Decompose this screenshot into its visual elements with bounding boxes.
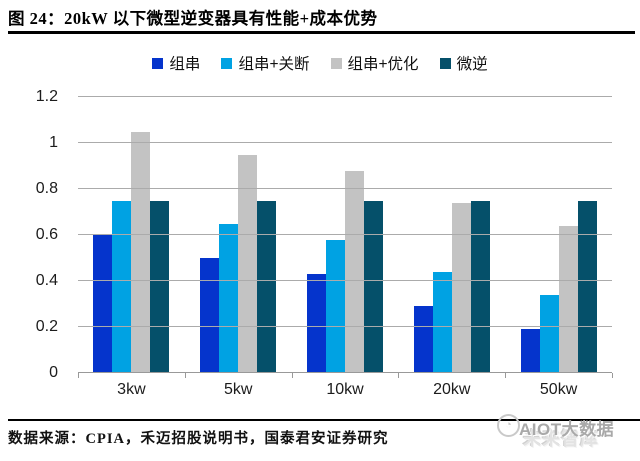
legend-item: 组串+关断: [221, 52, 310, 74]
legend-label: 组串+优化: [347, 56, 419, 73]
y-tick-label: 0.6: [35, 226, 58, 243]
bar-组串-50kw: [520, 329, 540, 373]
legend-item: 微逆: [439, 52, 488, 74]
bar-组串+优化-50kw: [558, 225, 578, 373]
x-axis-tick: [78, 373, 79, 378]
legend-label: 组串: [169, 56, 201, 73]
bar-组串+优化-20kw: [451, 202, 471, 373]
legend-swatch-icon: [439, 57, 451, 69]
title-divider: [8, 31, 635, 34]
x-tick-label: 50kw: [539, 381, 578, 398]
y-tick-label: 0: [49, 364, 58, 381]
bar-组串+优化-3kw: [131, 131, 151, 373]
bar-group-5kw: [185, 97, 292, 373]
legend-swatch-icon: [330, 57, 342, 69]
bar-组串-5kw: [200, 258, 220, 373]
x-axis-labels: 3kw 5kw 10kw 20kw 50kw: [78, 381, 612, 399]
bar-组串+关断-10kw: [325, 239, 345, 373]
bar-组串-10kw: [306, 274, 326, 373]
x-axis-tick: [184, 373, 186, 378]
bar-组串+优化-10kw: [344, 170, 364, 373]
bar-chart-plot-area: [78, 96, 613, 378]
x-tick-label: 5kw: [223, 381, 253, 398]
legend-label: 微逆: [456, 56, 488, 73]
gridline: [78, 142, 612, 143]
bar-group-20kw: [398, 97, 505, 373]
y-tick-label: 0.8: [35, 180, 58, 197]
legend-item: 组串: [152, 52, 200, 74]
figure-title: 图 24：20kW 以下微型逆变器具有性能+成本优势: [8, 9, 378, 28]
y-tick-label: 0.2: [35, 318, 58, 335]
gridline: [78, 96, 612, 97]
bar-组串+关断-3kw: [112, 200, 132, 373]
x-axis-tick: [291, 373, 293, 378]
x-axis-tick: [505, 373, 507, 378]
y-tick-label: 1.2: [35, 88, 58, 105]
gridline: [78, 326, 612, 327]
bar-微逆-5kw: [257, 200, 277, 373]
gridline: [78, 234, 612, 235]
gridline: [78, 188, 612, 189]
x-tick-label: 20kw: [433, 381, 471, 398]
x-tick-label: 3kw: [117, 381, 146, 398]
legend-swatch-icon: [152, 57, 164, 69]
bar-组串+关断-5kw: [219, 223, 239, 373]
x-tick-label: 10kw: [326, 381, 364, 398]
bar-微逆-3kw: [150, 200, 170, 373]
y-axis: 0 0.2 0.4 0.6 0.8 1 1.2: [0, 89, 68, 381]
legend-item: 组串+优化: [330, 52, 419, 74]
legend-label: 组串+关断: [238, 56, 310, 73]
legend-swatch-icon: [221, 57, 233, 69]
bar-组串+关断-50kw: [539, 294, 559, 373]
x-axis-line: [78, 372, 612, 373]
bar-组串-20kw: [413, 306, 433, 373]
x-axis-tick: [612, 373, 613, 378]
x-axis-tick: [398, 373, 400, 378]
bar-组串+关断-20kw: [432, 271, 452, 373]
y-tick-label: 1: [49, 134, 58, 151]
bar-group-3kw: [78, 97, 185, 373]
watermark-ghost-text: 未来智库: [523, 429, 599, 449]
bar-微逆-10kw: [363, 200, 383, 373]
chart-legend: 组串 组串+关断 组串+优化 微逆: [0, 52, 640, 74]
bar-组串-3kw: [93, 235, 113, 373]
bar-group-10kw: [292, 97, 399, 373]
y-tick-label: 0.4: [35, 272, 58, 289]
data-source-text: 数据来源：CPIA，禾迈招股说明书，国泰君安证券研究: [8, 431, 389, 447]
bar-微逆-50kw: [577, 200, 597, 373]
bar-group-50kw: [505, 97, 612, 373]
watermark-globe-icon: ◔: [497, 414, 520, 437]
bar-groups: [78, 97, 612, 373]
bar-组串+优化-5kw: [238, 154, 258, 373]
footer-divider: [8, 419, 640, 421]
gridline: [78, 280, 612, 281]
bar-微逆-20kw: [470, 200, 490, 373]
